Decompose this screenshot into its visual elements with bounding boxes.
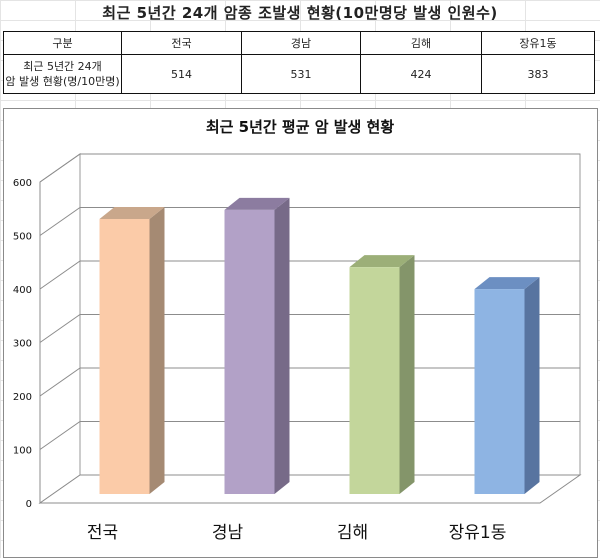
header-cell-gyeongnam: 경남 xyxy=(241,31,361,55)
gridline xyxy=(39,153,580,183)
chart-floor xyxy=(38,474,582,504)
x-category-label: 장유1동 xyxy=(449,523,507,543)
bar-top xyxy=(349,255,415,268)
y-tick-label: 0 xyxy=(26,499,32,510)
gridline xyxy=(39,207,580,236)
bar-top xyxy=(474,277,540,290)
y-tick-label: 500 xyxy=(13,232,32,243)
bar-top xyxy=(224,197,290,210)
value-cell-jangyu1dong: 383 xyxy=(481,54,595,94)
bar xyxy=(224,209,275,495)
x-category-label: 김해 xyxy=(337,523,368,543)
bar xyxy=(99,219,150,494)
bar xyxy=(474,289,525,494)
bar-side xyxy=(149,207,165,494)
bar-side xyxy=(274,197,290,495)
row-label-cell: 최근 5년간 24개 암 발생 현황(명/10만명) xyxy=(3,54,122,94)
y-tick-label: 600 xyxy=(13,178,32,189)
x-category-label: 전국 xyxy=(87,523,118,543)
value-cell-gyeongnam: 531 xyxy=(241,54,361,94)
header-cell-national: 전국 xyxy=(121,31,242,55)
y-tick-label: 400 xyxy=(13,285,32,296)
y-tick-label: 200 xyxy=(13,392,32,403)
bar xyxy=(349,267,400,494)
y-tick-label: 100 xyxy=(13,446,32,457)
bar-side xyxy=(524,277,540,494)
table-row: 최근 5년간 24개 암 발생 현황(명/10만명) 514 531 424 3… xyxy=(3,54,595,94)
table-header-row: 구분 전국 경남 김해 장유1동 xyxy=(3,31,595,55)
chart-title: 최근 5년간 평균 암 발생 현황 xyxy=(205,118,395,136)
y-tick-label: 300 xyxy=(13,339,32,350)
row-label-line1: 최근 5년간 24개 xyxy=(23,60,102,73)
value-cell-gimhae: 424 xyxy=(360,54,482,94)
page-title: 최근 5년간 24개 암종 조발생 현황(10만명당 발생 인원수) xyxy=(102,4,498,22)
value-cell-national: 514 xyxy=(121,54,242,94)
x-category-label: 경남 xyxy=(212,523,244,543)
bar-side xyxy=(399,255,415,494)
summary-table: 구분 전국 경남 김해 장유1동 최근 5년간 24개 암 발생 현황(명/10… xyxy=(3,31,595,94)
row-label-line2: 암 발생 현황(명/10만명) xyxy=(5,75,120,88)
bar-top xyxy=(99,207,165,220)
